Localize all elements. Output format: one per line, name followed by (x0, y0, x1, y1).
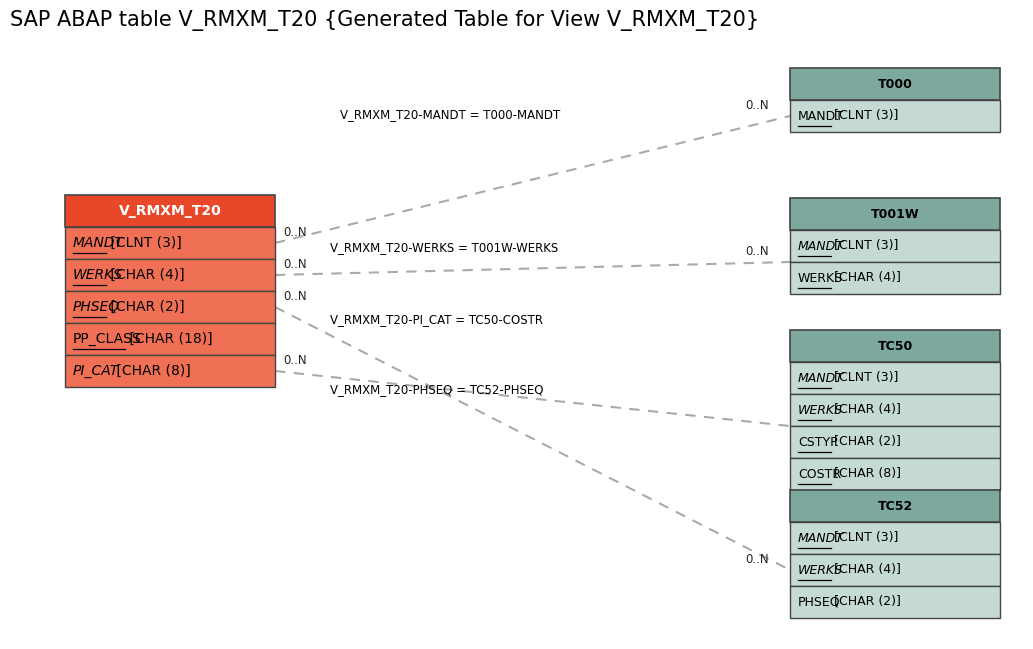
Text: [CHAR (2)]: [CHAR (2)] (831, 435, 902, 448)
Text: 0..N: 0..N (283, 258, 307, 271)
Text: WERKS: WERKS (799, 563, 843, 576)
Text: WERKS: WERKS (73, 268, 123, 282)
Text: [CLNT (3)]: [CLNT (3)] (105, 236, 181, 250)
Bar (65, 259, 275, 291)
Text: COSTR: COSTR (799, 467, 841, 480)
Bar (65, 291, 275, 323)
Text: MANDT: MANDT (799, 532, 844, 545)
Text: CSTYP: CSTYP (799, 435, 838, 448)
Text: [CHAR (8)]: [CHAR (8)] (831, 467, 902, 480)
Text: [CHAR (18)]: [CHAR (18)] (125, 332, 213, 346)
Text: V_RMXM_T20-PI_CAT = TC50-COSTR: V_RMXM_T20-PI_CAT = TC50-COSTR (330, 313, 543, 326)
Text: WERKS: WERKS (799, 271, 843, 284)
Text: MANDT: MANDT (799, 110, 844, 123)
Bar (790, 230, 1000, 262)
Text: 0..N: 0..N (745, 553, 769, 566)
Bar (790, 198, 1000, 230)
Text: 0..N: 0..N (745, 99, 769, 112)
Bar (790, 490, 1000, 522)
Text: PP_CLASS: PP_CLASS (73, 332, 142, 346)
Text: [CLNT (3)]: [CLNT (3)] (831, 239, 899, 252)
Text: T000: T000 (878, 77, 912, 90)
Text: T001W: T001W (871, 208, 919, 221)
Text: [CLNT (3)]: [CLNT (3)] (831, 110, 899, 123)
Text: V_RMXM_T20-WERKS = T001W-WERKS: V_RMXM_T20-WERKS = T001W-WERKS (330, 241, 558, 254)
Text: [CHAR (2)]: [CHAR (2)] (105, 300, 184, 314)
Bar (790, 330, 1000, 362)
Text: TC52: TC52 (877, 500, 912, 513)
Bar (790, 262, 1000, 294)
Text: [CHAR (4)]: [CHAR (4)] (831, 271, 902, 284)
Text: [CHAR (4)]: [CHAR (4)] (831, 404, 902, 417)
Text: TC50: TC50 (877, 339, 912, 352)
Text: MANDT: MANDT (799, 371, 844, 384)
Bar (790, 100, 1000, 132)
Text: [CHAR (4)]: [CHAR (4)] (831, 563, 902, 576)
Bar (790, 554, 1000, 586)
Text: 0..N: 0..N (283, 354, 307, 367)
Bar (65, 227, 275, 259)
Bar (65, 323, 275, 355)
Text: PI_CAT: PI_CAT (73, 364, 119, 378)
Bar (790, 458, 1000, 490)
Text: [CLNT (3)]: [CLNT (3)] (831, 532, 899, 545)
Text: V_RMXM_T20-PHSEQ = TC52-PHSEQ: V_RMXM_T20-PHSEQ = TC52-PHSEQ (330, 384, 543, 397)
Bar (790, 586, 1000, 618)
Text: [CHAR (8)]: [CHAR (8)] (112, 364, 191, 378)
Text: SAP ABAP table V_RMXM_T20 {Generated Table for View V_RMXM_T20}: SAP ABAP table V_RMXM_T20 {Generated Tab… (10, 10, 759, 31)
Bar (790, 394, 1000, 426)
Text: PHSEQ: PHSEQ (799, 596, 841, 609)
Text: WERKS: WERKS (799, 404, 843, 417)
Text: [CHAR (2)]: [CHAR (2)] (831, 596, 902, 609)
Bar (790, 362, 1000, 394)
Bar (790, 68, 1000, 100)
Text: MANDT: MANDT (73, 236, 124, 250)
Text: V_RMXM_T20-MANDT = T000-MANDT: V_RMXM_T20-MANDT = T000-MANDT (340, 108, 560, 121)
Bar (790, 522, 1000, 554)
Text: 0..N: 0..N (745, 245, 769, 258)
Bar (65, 355, 275, 387)
Text: MANDT: MANDT (799, 239, 844, 252)
Bar (790, 426, 1000, 458)
Text: 0..N: 0..N (283, 226, 307, 239)
Text: PHSEQ: PHSEQ (73, 300, 120, 314)
Text: 0..N: 0..N (283, 290, 307, 303)
Bar (65, 195, 275, 227)
Text: [CLNT (3)]: [CLNT (3)] (831, 371, 899, 384)
Text: V_RMXM_T20: V_RMXM_T20 (119, 204, 221, 218)
Text: [CHAR (4)]: [CHAR (4)] (105, 268, 184, 282)
